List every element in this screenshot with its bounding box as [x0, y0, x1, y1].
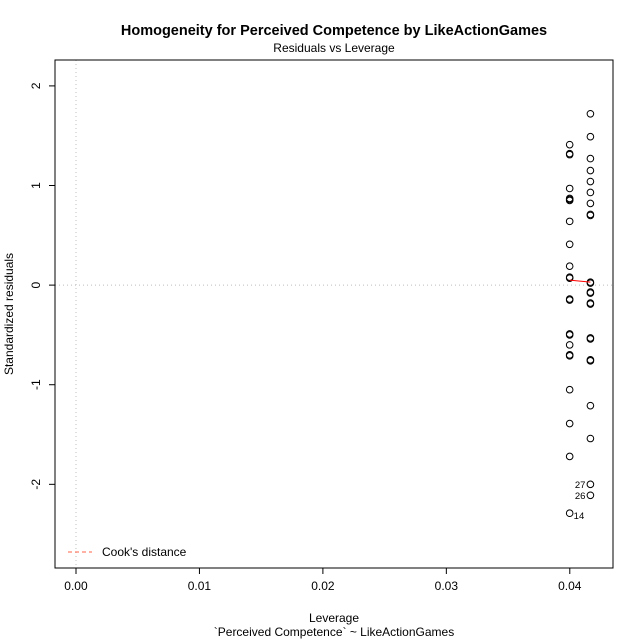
data-point: [586, 154, 595, 163]
data-point: [565, 184, 574, 193]
data-point: [565, 341, 574, 349]
data-point: [565, 385, 574, 394]
chart-title: Homogeneity for Perceived Competence by …: [121, 23, 547, 39]
x-tick-label: 0.01: [188, 579, 212, 593]
cooks-smoother-line: [569, 279, 591, 283]
data-point: [586, 480, 595, 489]
data-point: [565, 149, 574, 158]
x-axis-formula: `Perceived Competence` ~ LikeActionGames: [214, 625, 454, 639]
data-point: [565, 240, 574, 249]
y-axis: -2 -1 0 1 2: [29, 82, 56, 490]
data-point: [565, 419, 574, 428]
data-point: [565, 262, 574, 270]
legend-cooks-label: Cook's distance: [102, 545, 187, 559]
data-point: [586, 357, 595, 365]
data-point: [586, 188, 595, 197]
data-points: [565, 109, 595, 518]
data-point: [586, 434, 595, 443]
data-point: [565, 331, 574, 339]
x-tick-label: 0.00: [64, 579, 88, 593]
data-point: [586, 401, 595, 410]
point-label: 26: [575, 491, 586, 502]
data-point: [586, 199, 595, 208]
x-axis: 0.00 0.01 0.02 0.03 0.04: [64, 567, 582, 593]
data-point: [565, 274, 574, 282]
data-point: [565, 196, 574, 205]
data-point: [565, 452, 574, 461]
data-point: [586, 166, 595, 175]
x-tick-label: 0.04: [558, 579, 582, 593]
legend: Cook's distance: [68, 545, 187, 559]
data-point: [586, 279, 595, 287]
x-tick-label: 0.03: [435, 579, 459, 593]
data-point: [586, 177, 595, 186]
data-point: [565, 194, 574, 203]
y-axis-label: Standardized residuals: [2, 253, 16, 375]
y-tick-label: 1: [29, 182, 43, 189]
point-label: 14: [574, 511, 585, 522]
data-point: [565, 351, 574, 359]
x-tick-label: 0.02: [311, 579, 335, 593]
x-axis-label: Leverage: [309, 611, 359, 625]
data-point: [586, 335, 595, 343]
data-point: [586, 491, 595, 500]
data-point: [565, 295, 574, 303]
data-point: [565, 140, 574, 149]
data-point: [586, 132, 595, 141]
data-point: [586, 289, 595, 297]
y-tick-label: -2: [29, 479, 43, 490]
data-point: [586, 109, 595, 118]
data-point: [586, 211, 595, 220]
y-tick-label: 0: [29, 281, 43, 288]
data-point: [586, 299, 595, 307]
chart-subtitle: Residuals vs Leverage: [273, 41, 395, 55]
data-point: [565, 509, 574, 518]
data-point: [565, 217, 574, 226]
y-tick-label: -1: [29, 379, 43, 390]
point-label: 27: [575, 480, 586, 491]
y-tick-label: 2: [29, 82, 43, 89]
